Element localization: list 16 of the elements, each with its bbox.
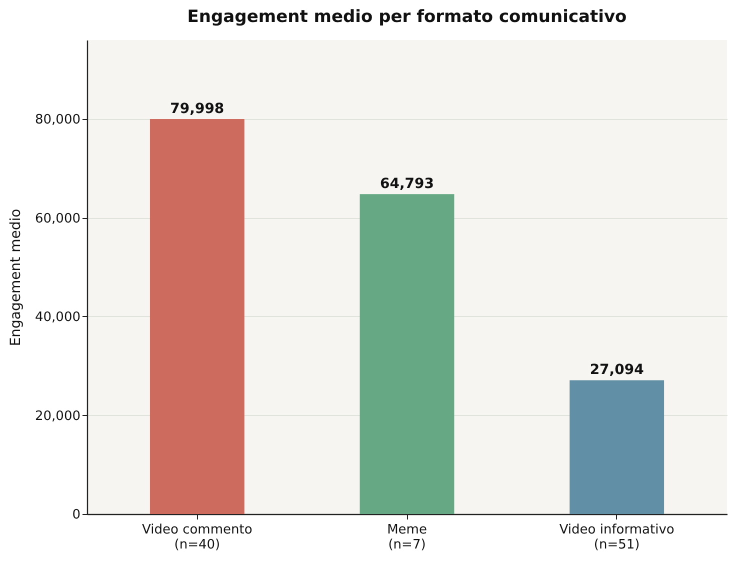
data-label: 64,793	[380, 176, 434, 192]
x-tick-label: Video commento (n=40)	[142, 522, 252, 552]
bar	[150, 119, 244, 514]
y-tick-label: 40,000	[35, 310, 80, 325]
bar	[360, 194, 454, 514]
y-tick-label: 20,000	[35, 408, 80, 424]
chart-title: Engagement medio per formato comunicativo	[187, 7, 627, 27]
x-tick-label: Meme (n=7)	[387, 522, 427, 552]
y-tick-label: 60,000	[35, 211, 80, 226]
data-label: 79,998	[170, 101, 224, 118]
x-tick-label: Video informativo (n=51)	[559, 522, 674, 552]
bar	[570, 380, 664, 514]
y-axis-title: Engagement medio	[8, 208, 24, 346]
y-tick-label: 0	[72, 508, 80, 522]
y-tick-label: 80,000	[35, 112, 80, 128]
data-label: 27,094	[590, 362, 644, 378]
